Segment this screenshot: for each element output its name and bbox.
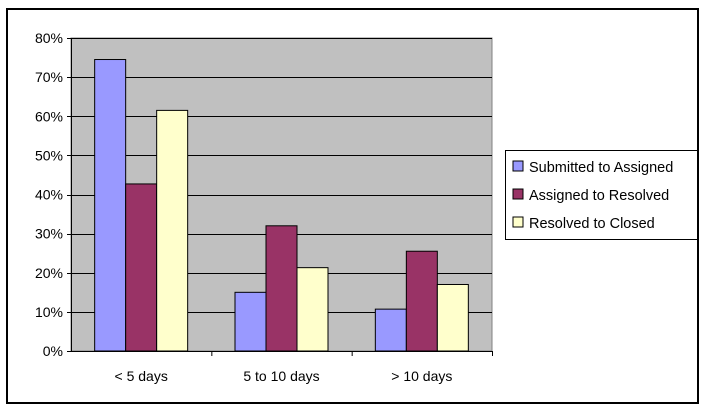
y-tick-label: 40% <box>35 187 63 203</box>
x-tick-label: < 5 days <box>115 368 168 384</box>
axes: 0% 10% 20% 30% 40% 50% 60% 70% 80% < 5 days 5 to 1… <box>35 30 493 384</box>
y-tick-label: 50% <box>35 147 63 163</box>
bar <box>405 250 438 352</box>
bar <box>436 283 469 352</box>
legend-label: Submitted to Assigned <box>529 160 673 176</box>
y-tick-label: 10% <box>35 304 63 320</box>
y-tick-label: 60% <box>35 108 63 124</box>
y-tick-label: 0% <box>43 343 63 359</box>
y-tick-label: 70% <box>35 69 63 85</box>
legend-swatch <box>512 188 524 200</box>
bars <box>94 59 469 352</box>
legend-swatch <box>512 216 524 228</box>
bar <box>374 308 407 352</box>
legend-label: Assigned to Resolved <box>529 188 669 204</box>
legend-swatch <box>512 160 524 172</box>
bar <box>234 291 267 352</box>
y-tick-label: 80% <box>35 30 63 46</box>
x-tick-label: > 10 days <box>391 368 452 384</box>
bar <box>94 59 127 352</box>
legend-box <box>505 150 698 240</box>
bar <box>296 267 329 352</box>
x-tick-label: 5 to 10 days <box>243 368 319 384</box>
legend-label: Resolved to Closed <box>529 216 655 232</box>
bar <box>265 225 298 352</box>
bar <box>156 109 189 352</box>
y-tick-label: 20% <box>35 265 63 281</box>
legend: Submitted to Assigned Assigned to Resolve… <box>505 150 698 240</box>
bar <box>125 183 158 352</box>
y-tick-label: 30% <box>35 226 63 242</box>
